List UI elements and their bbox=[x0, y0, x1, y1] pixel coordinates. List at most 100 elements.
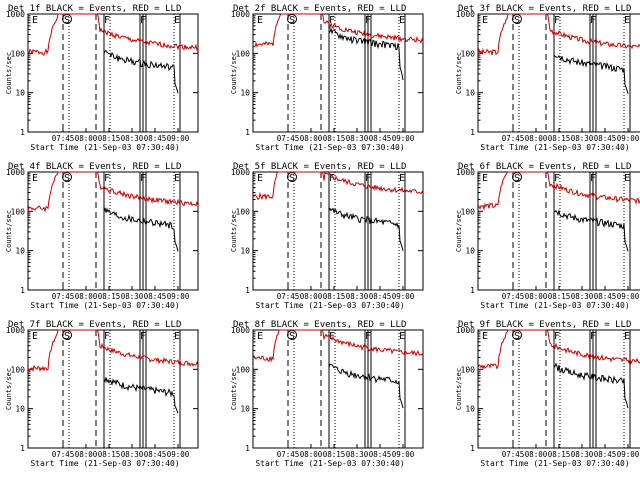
x-tick-label: 08:45 bbox=[594, 292, 617, 301]
events-series-line bbox=[328, 207, 404, 251]
x-tick-label: 08:30 bbox=[346, 450, 369, 459]
x-tick-label: 08:45 bbox=[144, 134, 167, 143]
y-tick-label: 100 bbox=[461, 49, 476, 58]
x-tick-label: 08:45 bbox=[144, 292, 167, 301]
y-tick-label: 1000 bbox=[456, 10, 475, 19]
marker-label-1: E bbox=[482, 173, 488, 184]
events-series-line bbox=[103, 207, 179, 252]
y-tick-label: 1000 bbox=[231, 168, 250, 177]
y-tick-label: 10 bbox=[465, 247, 475, 256]
x-tick-label: 08:30 bbox=[571, 134, 594, 143]
x-tick-label: 09:00 bbox=[167, 450, 190, 459]
y-axis-label: Counts/sec bbox=[5, 368, 13, 410]
marker-label-4: F bbox=[365, 331, 371, 342]
lld-series-line bbox=[477, 13, 640, 56]
y-axis-label: Counts/sec bbox=[5, 210, 13, 252]
marker-label-1: E bbox=[482, 331, 488, 342]
marker-label-4: F bbox=[140, 15, 146, 26]
lld-series-line bbox=[477, 329, 640, 370]
y-axis-label: Counts/sec bbox=[455, 368, 463, 410]
chart-panel-5: Det 5f BLACK = Events, RED = LLD 1 10 100 10… bbox=[230, 162, 424, 310]
chart-panel-3: Det 3f BLACK = Events, RED = LLD 1 10 100 10… bbox=[455, 4, 640, 152]
plot-frame bbox=[252, 171, 424, 291]
x-axis-label: Start Time (21-Sep-03 07:30:40) bbox=[480, 459, 629, 468]
marker-label-5: E bbox=[624, 15, 630, 26]
marker-label-3: F bbox=[104, 173, 110, 184]
x-tick-label: 08:00 bbox=[75, 134, 98, 143]
y-tick-label: 1 bbox=[245, 444, 250, 453]
x-tick-label: 09:00 bbox=[392, 450, 415, 459]
x-axis-label: Start Time (21-Sep-03 07:30:40) bbox=[255, 459, 404, 468]
events-series-line bbox=[103, 49, 179, 94]
y-tick-label: 10 bbox=[15, 405, 25, 414]
chart-title: Det 2f BLACK = Events, RED = LLD bbox=[233, 4, 406, 14]
x-axis-label: Start Time (21-Sep-03 07:30:40) bbox=[480, 301, 629, 310]
x-tick-label: 08:45 bbox=[594, 450, 617, 459]
x-tick-label: 07:45 bbox=[502, 450, 525, 459]
marker-label-5: E bbox=[624, 173, 630, 184]
marker-label-2: S bbox=[514, 173, 520, 184]
chart-title: Det 1f BLACK = Events, RED = LLD bbox=[8, 4, 181, 14]
events-series-line bbox=[553, 54, 629, 94]
y-tick-label: 100 bbox=[461, 207, 476, 216]
y-tick-label: 1 bbox=[245, 128, 250, 137]
lld-series-line bbox=[252, 329, 424, 363]
y-tick-label: 10 bbox=[240, 89, 250, 98]
y-tick-label: 10 bbox=[240, 405, 250, 414]
chart-panel-7: Det 7f BLACK = Events, RED = LLD 1 10 100 10… bbox=[5, 320, 199, 468]
x-tick-label: 09:00 bbox=[617, 450, 640, 459]
x-tick-label: 09:00 bbox=[392, 292, 415, 301]
plot-frame bbox=[27, 329, 199, 449]
y-tick-label: 1000 bbox=[6, 168, 25, 177]
y-tick-label: 10 bbox=[15, 247, 25, 256]
plot-frame bbox=[27, 13, 199, 133]
marker-label-2: S bbox=[289, 331, 295, 342]
y-tick-label: 1 bbox=[470, 286, 475, 295]
y-axis-label: Counts/sec bbox=[455, 210, 463, 252]
marker-label-5: E bbox=[399, 331, 405, 342]
y-tick-label: 100 bbox=[236, 49, 251, 58]
x-axis-label: Start Time (21-Sep-03 07:30:40) bbox=[30, 143, 179, 152]
chart-title: Det 7f BLACK = Events, RED = LLD bbox=[8, 320, 181, 330]
plot-frame bbox=[27, 171, 199, 291]
marker-label-2: S bbox=[64, 331, 70, 342]
marker-label-2: S bbox=[289, 173, 295, 184]
chart-panel-9: Det 9f BLACK = Events, RED = LLD 1 10 100 10… bbox=[455, 320, 640, 468]
chart-panel-4: Det 4f BLACK = Events, RED = LLD 1 10 100 10… bbox=[5, 162, 199, 310]
marker-label-3: F bbox=[104, 331, 110, 342]
x-tick-label: 07:45 bbox=[277, 134, 300, 143]
x-tick-label: 08:15 bbox=[323, 134, 346, 143]
marker-label-2: S bbox=[289, 15, 295, 26]
x-tick-label: 08:15 bbox=[323, 292, 346, 301]
y-axis-label: Counts/sec bbox=[230, 368, 238, 410]
marker-label-2: S bbox=[514, 331, 520, 342]
x-tick-label: 08:00 bbox=[300, 134, 323, 143]
y-tick-label: 10 bbox=[465, 405, 475, 414]
x-tick-label: 07:45 bbox=[277, 292, 300, 301]
marker-label-1: E bbox=[32, 173, 38, 184]
x-tick-label: 08:15 bbox=[548, 134, 571, 143]
x-tick-label: 08:30 bbox=[346, 292, 369, 301]
y-tick-label: 100 bbox=[11, 49, 26, 58]
y-tick-label: 100 bbox=[236, 365, 251, 374]
y-tick-label: 100 bbox=[11, 207, 26, 216]
x-tick-label: 08:45 bbox=[594, 134, 617, 143]
x-tick-label: 07:45 bbox=[277, 450, 300, 459]
x-tick-label: 08:30 bbox=[121, 134, 144, 143]
y-tick-label: 10 bbox=[465, 89, 475, 98]
x-tick-label: 08:45 bbox=[144, 450, 167, 459]
y-tick-label: 1000 bbox=[456, 168, 475, 177]
marker-label-4: F bbox=[365, 173, 371, 184]
x-tick-label: 08:15 bbox=[548, 292, 571, 301]
marker-label-5: E bbox=[624, 331, 630, 342]
x-tick-label: 08:00 bbox=[525, 134, 548, 143]
lld-series-line bbox=[27, 171, 199, 214]
x-tick-label: 08:30 bbox=[571, 450, 594, 459]
y-tick-label: 1000 bbox=[6, 326, 25, 335]
plot-frame bbox=[477, 171, 640, 291]
y-tick-label: 100 bbox=[236, 207, 251, 216]
marker-label-1: E bbox=[257, 15, 263, 26]
x-tick-label: 07:45 bbox=[52, 134, 75, 143]
events-series-line bbox=[328, 363, 404, 409]
x-tick-label: 08:30 bbox=[121, 292, 144, 301]
